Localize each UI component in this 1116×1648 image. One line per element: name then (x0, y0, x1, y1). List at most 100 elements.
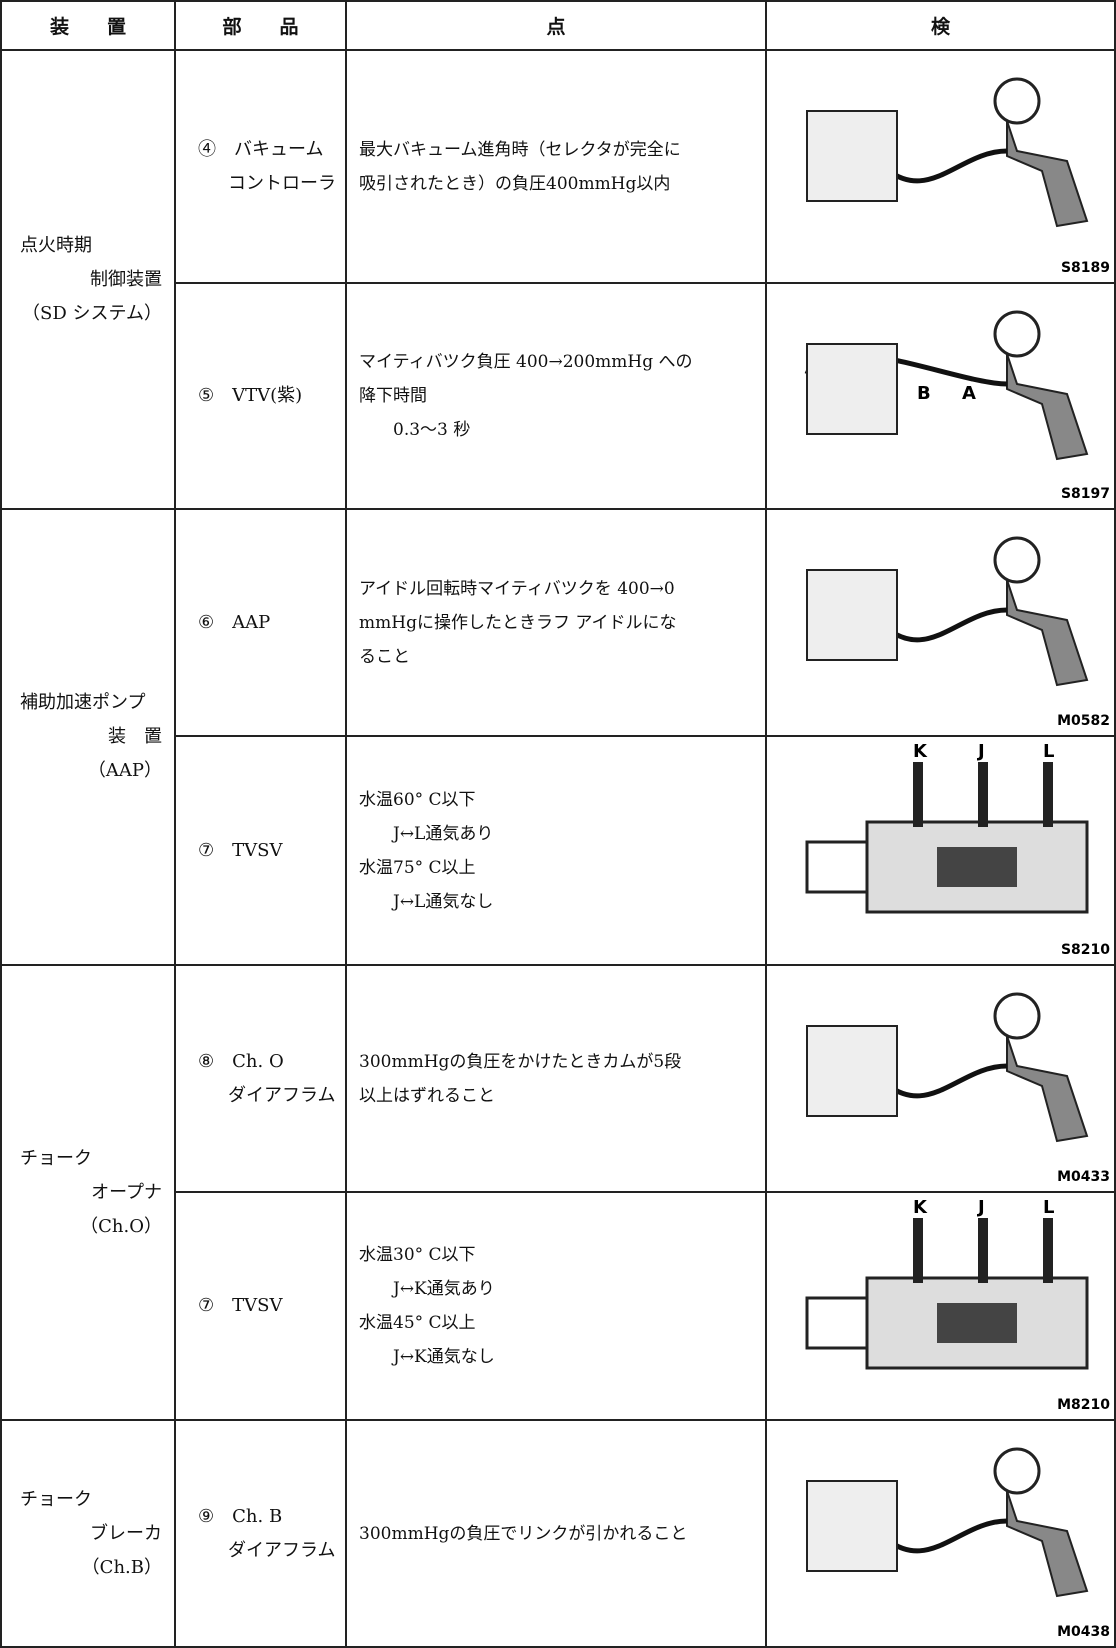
check-line: mmHgに操作したときラフ アイドルにな (359, 612, 677, 633)
check-line: 300mmHgの負圧でリンクが引かれること (359, 1523, 688, 1544)
device-body (806, 110, 898, 202)
valve-knob (805, 840, 869, 894)
check-line: アイドル回転時マイティバツクを 400→0 (359, 578, 675, 599)
pump-handle (1006, 579, 1089, 687)
header-cell: 装 置 (0, 2, 176, 51)
device-line: チョーク (20, 1147, 92, 1169)
illustration: B A S8197 (804, 310, 1110, 502)
valve-port (913, 762, 923, 827)
figure-code: M0438 (1057, 1624, 1110, 1640)
check-line: 水温60° C以下 (359, 789, 476, 810)
device-line: 制御装置 (90, 268, 162, 290)
check-line: 水温30° C以下 (359, 1245, 476, 1265)
device-line: ブレーカ (90, 1522, 162, 1544)
valve-port (1043, 1218, 1053, 1283)
valve-port (978, 762, 988, 827)
check-line: マイティバツク負圧 400→200mmHg への (359, 352, 693, 372)
device-cell: 点火時期 制御装置 （SD システム） (0, 51, 176, 510)
figure-cell: K J L M8210 (767, 1193, 1116, 1421)
device-line: 補助加速ポンプ (20, 692, 146, 713)
check-line: J↔L通気なし (359, 891, 494, 912)
check-cell: マイティバツク負圧 400→200mmHg への 降下時間 0.3～3 秒 (347, 284, 767, 510)
check-cell: 300mmHgの負圧をかけたときカムが5段 以上はずれること (347, 966, 767, 1193)
check-line: J↔L通気あり (359, 823, 494, 844)
check-line: 水温45° C以上 (359, 1313, 476, 1333)
part-cell: ⑧ Ch. O ダイアフラム (176, 966, 347, 1193)
part-cell: ④ バキューム コントローラ (176, 51, 347, 284)
pump-handle (1006, 1490, 1089, 1598)
header-cell: 検 (767, 2, 1116, 51)
device-line: 装 置 (108, 726, 162, 747)
check-line: 吸引されたとき）の負圧400mmHg以内 (359, 173, 671, 194)
figure-cell: M0582 (767, 510, 1116, 737)
port-label: J (976, 1197, 985, 1218)
valve-port (1043, 762, 1053, 827)
figure-code: M0433 (1057, 1169, 1110, 1185)
port-label: K (913, 1197, 928, 1218)
illustration: M0582 (806, 536, 1110, 729)
part-line: ⑦ TVSV (198, 839, 283, 861)
part-line: ⑦ TVSV (198, 1295, 283, 1316)
figure-code: M8210 (1057, 1397, 1110, 1413)
part-line: ダイアフラム (228, 1084, 336, 1106)
port-label: K (913, 741, 928, 762)
pump-handle (1006, 1035, 1089, 1143)
illustration: K J L S8210 (805, 741, 1110, 958)
part-line: ⑧ Ch. O (198, 1050, 284, 1072)
check-line: ること (359, 646, 410, 667)
part-cell: ⑥ AAP (176, 510, 347, 737)
part-cell: ⑦ TVSV (176, 1193, 347, 1421)
header-cell: 部 品 (176, 2, 347, 51)
illustration: M0433 (806, 992, 1110, 1185)
port-label: J (976, 741, 985, 762)
valve-knob (805, 1296, 869, 1350)
check-line: 最大バキューム進角時（セレクタが完全に (359, 139, 681, 160)
check-cell: 300mmHgの負圧でリンクが引かれること (347, 1421, 767, 1648)
pump-handle (1006, 353, 1089, 461)
check-line: 300mmHgの負圧をかけたときカムが5段 (359, 1051, 682, 1072)
header-text: 点 (546, 16, 566, 38)
check-line: J↔K通気あり (359, 1279, 495, 1299)
figure-code: M0582 (1057, 713, 1110, 729)
check-line: 0.3～3 秒 (359, 420, 471, 440)
figure-code: S8189 (1061, 260, 1110, 276)
header-text: 部 品 (222, 16, 299, 38)
valve-port (978, 1218, 988, 1283)
device-cell: 補助加速ポンプ装 置 （AAP） (0, 510, 176, 966)
device-body (806, 343, 898, 435)
part-cell: ⑦ TVSV (176, 737, 347, 966)
figure-cell: K J L S8210 (767, 737, 1116, 966)
pump-handle (1006, 120, 1089, 228)
device-body (806, 569, 898, 661)
part-cell: ⑨ Ch. B ダイアフラム (176, 1421, 347, 1648)
device-body (806, 1480, 898, 1572)
figure-cell: S8189 (767, 51, 1116, 284)
port-label: L (1043, 1197, 1054, 1218)
device-line: チョーク (20, 1488, 92, 1510)
valve-port (913, 1218, 923, 1283)
device-cell: チョーク オープナ （Ch.O） (0, 966, 176, 1421)
part-label: B (917, 383, 931, 404)
device-cell: チョーク ブレーカ （Ch.B） (0, 1421, 176, 1648)
part-cell: ⑤ VTV(紫) (176, 284, 347, 510)
check-cell: 水温60° C以下 J↔L通気あり 水温75° C以上 J↔L通気なし (347, 737, 767, 966)
port-label: L (1043, 741, 1054, 762)
check-cell: 最大バキューム進角時（セレクタが完全に 吸引されたとき）の負圧400mmHg以内 (347, 51, 767, 284)
device-line: （Ch.O） (80, 1215, 162, 1237)
device-line: （SD システム） (22, 302, 162, 324)
device-line: （AAP） (87, 760, 162, 781)
part-line: コントローラ (228, 172, 336, 194)
header-cell: 点 (347, 2, 767, 51)
figure-code: S8210 (1061, 942, 1110, 958)
part-line: ダイアフラム (228, 1539, 336, 1561)
gauge (993, 310, 1041, 358)
check-line: 降下時間 (359, 386, 427, 406)
check-line: J↔K通気なし (359, 1347, 495, 1367)
illustration: S8189 (806, 77, 1110, 276)
check-line: 以上はずれること (359, 1085, 495, 1106)
valve-spring (937, 1303, 1017, 1343)
gauge (993, 77, 1041, 125)
illustration: K J L M8210 (805, 1197, 1110, 1413)
check-cell: アイドル回転時マイティバツクを 400→0 mmHgに操作したときラフ アイドルに… (347, 510, 767, 737)
